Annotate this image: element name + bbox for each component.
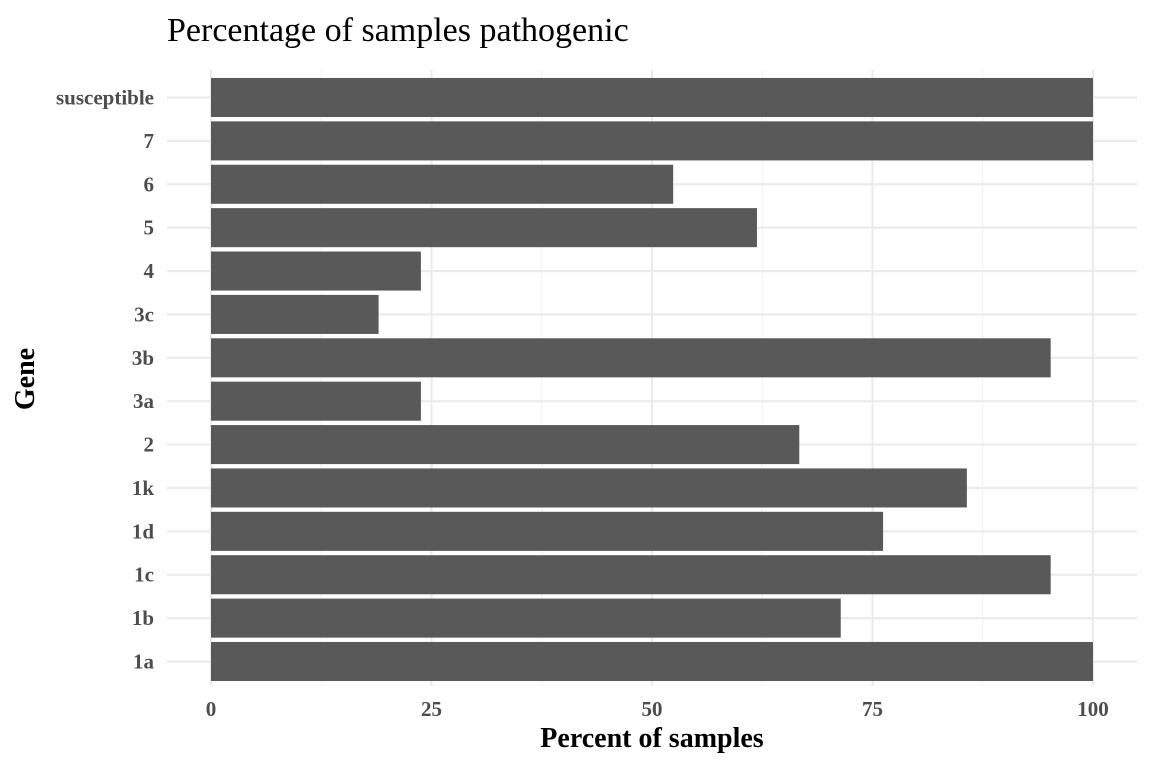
bars [211, 77, 1093, 682]
x-tick-label-25: 25 [421, 697, 442, 721]
y-tick-label-1a: 1a [133, 650, 155, 674]
bar-1k [211, 468, 967, 508]
bar-1c [211, 555, 1051, 595]
y-tick-label-7: 7 [144, 129, 155, 153]
y-axis-title: Gene [10, 348, 41, 410]
x-tick-label-0: 0 [206, 697, 217, 721]
bar-1d [211, 511, 884, 551]
x-axis-title: Percent of samples [540, 723, 764, 754]
y-tick-label-6: 6 [144, 172, 155, 196]
y-tick-label-1k: 1k [132, 476, 155, 500]
y-tick-label-3b: 3b [132, 346, 154, 370]
bar-1b [211, 598, 841, 638]
x-tick-labels: 0 25 50 75 100 [206, 697, 1109, 721]
y-tick-label-3c: 3c [134, 302, 154, 326]
y-tick-label-3a: 3a [133, 389, 155, 413]
y-tick-label-1d: 1d [132, 519, 155, 543]
bar-1a [211, 641, 1093, 682]
bar-4 [211, 251, 421, 291]
y-tick-labels: 1a 1b 1c 1d 1k 2 3a 3b 3c 4 5 6 7 susceptible [56, 86, 155, 674]
bar-7 [211, 121, 1093, 161]
y-tick-label-2: 2 [144, 433, 155, 457]
bar-2 [211, 425, 800, 465]
bar-3a [211, 381, 421, 421]
x-tick-label-75: 75 [862, 697, 883, 721]
y-tick-label-1c: 1c [134, 563, 154, 587]
chart-title: Percentage of samples pathogenic [167, 12, 629, 49]
y-tick-label-1b: 1b [132, 606, 154, 630]
x-tick-label-100: 100 [1077, 697, 1109, 721]
y-tick-label-4: 4 [144, 259, 155, 283]
y-tick-label-5: 5 [144, 216, 155, 240]
bar-3c [211, 294, 379, 334]
bar-5 [211, 208, 757, 248]
bar-susceptible [211, 77, 1093, 118]
x-tick-label-50: 50 [642, 697, 663, 721]
bar-6 [211, 164, 674, 204]
bar-3b [211, 338, 1051, 378]
y-tick-label-susceptible: susceptible [56, 86, 154, 110]
